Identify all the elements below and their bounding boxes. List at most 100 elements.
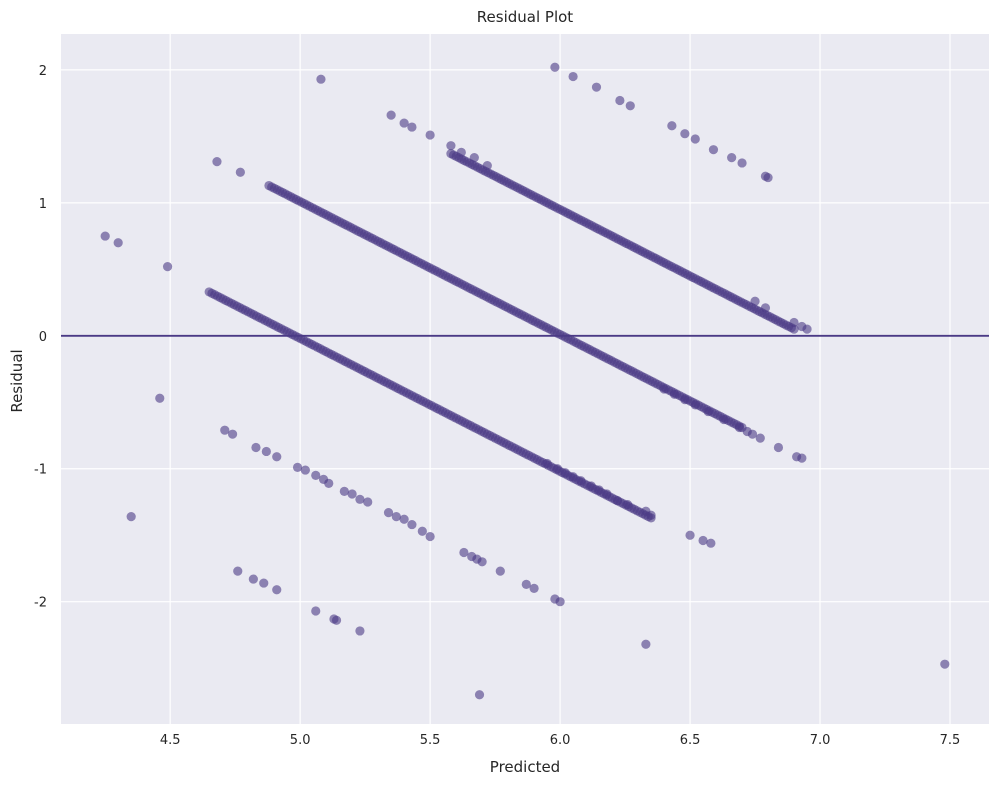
scatter-point: [612, 496, 622, 506]
scatter-point: [623, 500, 633, 510]
x-tick-label: 6.5: [680, 733, 701, 748]
scatter-point: [625, 101, 635, 111]
scatter-point: [550, 62, 560, 72]
scatter-point: [459, 547, 469, 558]
scatter-point: [591, 82, 602, 92]
scatter-point: [474, 690, 485, 700]
scatter-point: [734, 422, 745, 433]
scatter-point: [659, 384, 669, 394]
scatter-point: [576, 476, 586, 486]
scatter-point: [594, 485, 604, 495]
scatter-point: [789, 317, 799, 328]
scatter-point: [311, 470, 321, 480]
scatter-point: [760, 303, 771, 313]
scatter-point: [248, 574, 258, 584]
x-tick-label: 5.5: [420, 733, 441, 748]
scatter-point: [773, 442, 784, 453]
scatter-point: [615, 95, 625, 106]
scatter-point: [680, 395, 690, 405]
scatter-point: [227, 429, 238, 439]
y-tick-labels: -2 -1 0 1 2: [34, 64, 47, 611]
scatter-point: [456, 147, 466, 157]
scatter-point: [292, 462, 303, 473]
scatter-point: [272, 452, 282, 462]
scatter-point: [261, 446, 271, 457]
scatter-point: [646, 510, 656, 520]
scatter-point: [529, 583, 539, 593]
scatter-point: [750, 296, 760, 306]
scatter-point: [324, 478, 334, 488]
scatter-point: [706, 538, 716, 548]
scatter-point: [555, 597, 565, 607]
scatter-point: [251, 442, 261, 453]
scatter-point: [568, 71, 578, 82]
y-tick-label: 0: [39, 330, 47, 345]
scatter-point: [235, 167, 245, 177]
x-tick-label: 7.0: [810, 733, 831, 748]
y-axis-label: Residual: [8, 349, 26, 412]
scatter-point: [641, 639, 651, 649]
x-tick-label: 5.0: [290, 733, 311, 748]
scatter-point: [316, 74, 326, 84]
scatter-point: [162, 262, 173, 272]
scatter-point: [763, 172, 773, 183]
scatter-point: [737, 158, 747, 168]
scatter-point: [363, 497, 373, 507]
scatter-point: [446, 141, 456, 151]
scatter-point: [391, 512, 401, 522]
scatter-point: [212, 157, 222, 167]
scatter-point: [383, 508, 394, 518]
scatter-point: [407, 122, 417, 132]
scatter-point: [399, 514, 409, 524]
chart-title: Residual Plot: [477, 8, 574, 26]
scatter-point: [425, 130, 435, 140]
scatter-point: [667, 121, 677, 131]
scatter-point: [113, 238, 123, 248]
scatter-point: [680, 129, 690, 139]
scatter-point: [155, 393, 165, 403]
scatter-point: [482, 161, 492, 171]
scatter-point: [469, 153, 479, 163]
scatter-point: [100, 231, 110, 241]
scatter-point: [259, 578, 269, 588]
scatter-point: [690, 400, 700, 410]
scatter-point: [708, 145, 719, 155]
scatter-point: [126, 512, 136, 522]
scatter-point: [602, 489, 612, 499]
scatter-point: [417, 526, 427, 536]
scatter-point: [355, 494, 365, 504]
y-tick-label: -2: [34, 596, 47, 611]
x-tick-label: 4.5: [160, 733, 181, 748]
scatter-point: [425, 531, 435, 542]
scatter-point: [542, 458, 552, 469]
scatter-point: [703, 406, 713, 417]
scatter-point: [399, 118, 409, 128]
scatter-point: [339, 486, 349, 496]
scatter-point: [719, 414, 729, 425]
scatter-point: [789, 324, 799, 334]
scatter-point: [331, 615, 342, 625]
x-tick-label: 7.5: [940, 733, 961, 748]
scatter-point: [220, 425, 230, 435]
scatter-point: [797, 453, 807, 463]
scatter-point: [755, 433, 765, 443]
scatter-point: [586, 481, 596, 491]
scatter-point: [802, 324, 812, 334]
scatter-points: [100, 62, 950, 700]
scatter-point: [940, 659, 950, 669]
y-tick-label: 2: [39, 64, 47, 79]
scatter-point: [407, 519, 417, 530]
scatter-point: [742, 426, 752, 437]
scatter-point: [685, 530, 695, 540]
scatter-point: [698, 535, 708, 546]
scatter-point: [690, 134, 700, 144]
scatter-point: [233, 566, 243, 576]
y-tick-label: 1: [39, 197, 47, 212]
x-tick-label: 6.0: [550, 733, 571, 748]
plot-area: [61, 34, 989, 724]
scatter-point: [300, 465, 310, 475]
scatter-point: [495, 566, 505, 576]
scatter-point: [560, 468, 570, 478]
scatter-point: [347, 489, 357, 499]
